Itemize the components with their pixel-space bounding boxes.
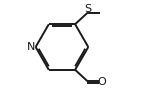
Text: S: S (84, 4, 91, 14)
Text: O: O (98, 77, 107, 87)
Text: N: N (27, 42, 36, 52)
